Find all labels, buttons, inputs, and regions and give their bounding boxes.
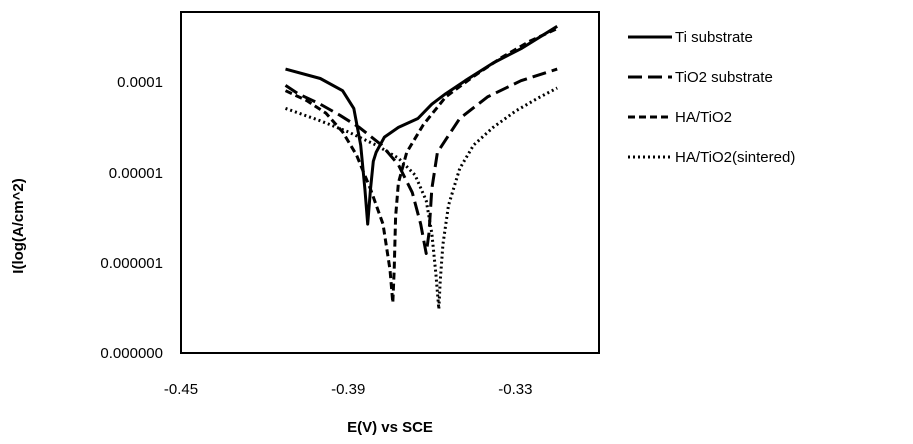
legend-label: Ti substrate [675,29,753,46]
y-tick-label: 0.000000 [100,345,163,362]
y-axis-title: I(log(A/cm^2) [10,178,27,273]
x-tick-label: -0.39 [331,381,365,398]
plot-area [180,11,600,354]
series-line-3 [284,27,558,305]
x-tick-label: -0.33 [498,381,532,398]
y-tick-labels: 0.000000 0.000001 0.00001 0.0001 [100,74,163,362]
legend-label: HA/TiO2(sintered) [675,149,795,166]
series-line-4 [284,86,558,311]
legend-label: HA/TiO2 [675,109,732,126]
y-tick-label: 0.000001 [100,255,163,272]
x-axis-title: E(V) vs SCE [347,419,433,436]
series-line-1 [285,25,558,226]
series-line-2 [284,67,558,255]
legend: Ti substrate TiO2 substrate HA/TiO2 HA/TiO2… [628,29,795,166]
y-tick-label: 0.0001 [117,74,163,91]
legend-label: TiO2 substrate [675,69,773,86]
y-tick-label: 0.00001 [109,165,163,182]
series-layer [284,25,558,311]
x-tick-labels: -0.45 -0.39 -0.33 [164,381,533,398]
x-tick-label: -0.45 [164,381,198,398]
